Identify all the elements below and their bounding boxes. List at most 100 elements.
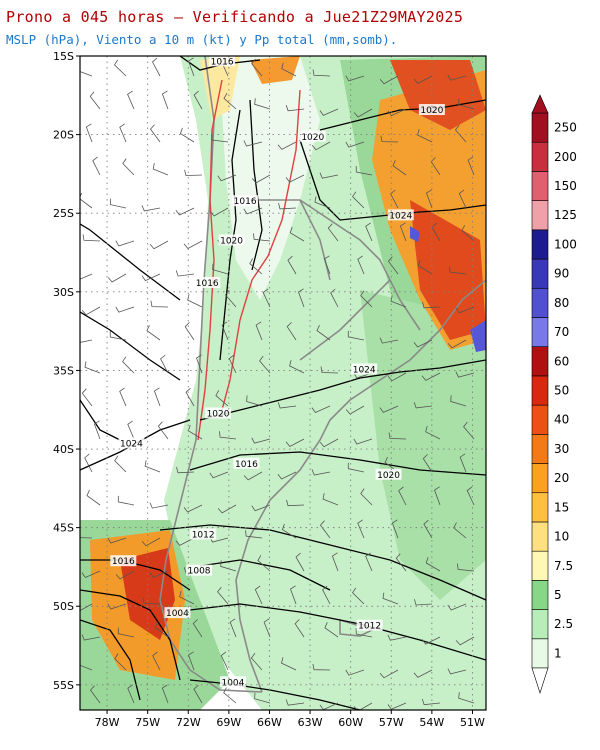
wind-barb [355, 628, 373, 638]
wind-barb [323, 255, 331, 275]
isobar-label: 1016 [112, 557, 135, 567]
wind-barb [184, 169, 203, 177]
wind-barb [127, 684, 135, 704]
wind-barb [387, 634, 407, 641]
wind-barb [353, 108, 373, 118]
wind-barb [224, 289, 237, 308]
wind-barb [281, 62, 297, 77]
wind-barb [357, 519, 365, 539]
colorbar-swatch [531, 171, 549, 201]
coastlines [159, 56, 486, 693]
wind-barb [277, 141, 297, 150]
wind-barb [80, 71, 93, 77]
wind-barb [327, 223, 339, 242]
colorbar-swatch [531, 638, 549, 669]
lat-label: 40S [53, 443, 74, 456]
colorbar-label: 200 [554, 150, 577, 164]
wind-barb [466, 486, 475, 506]
colorbar-label: 60 [554, 354, 569, 368]
wind-barb [243, 471, 263, 481]
wind-barb [463, 421, 475, 440]
wind-barb [107, 537, 127, 544]
wind-barb [115, 306, 135, 313]
wind-barb [319, 520, 331, 539]
wind-barb [245, 530, 263, 539]
wind-barb [251, 504, 271, 512]
lon-label: 69W [216, 716, 241, 729]
wind-barb [360, 290, 373, 308]
wind-barb [220, 560, 237, 572]
wind-barb [289, 226, 305, 242]
map-title: Prono a 045 horas — Verificando a Jue21Z… [6, 8, 464, 26]
wind-barb [387, 256, 399, 275]
isobar-label: 1004 [166, 609, 189, 619]
lon-axis: 78W 75W 72W 69W 66W 63W 60W 57W 54W 51W [95, 710, 485, 729]
wind-barb [447, 339, 467, 349]
wind-barb [417, 129, 433, 143]
wind-barb [422, 301, 441, 309]
wind-barb [345, 669, 365, 676]
wind-barb [277, 402, 297, 409]
wind-barb [93, 420, 101, 440]
wind-barb [324, 622, 339, 638]
wind-barb [217, 586, 229, 605]
wind-barb [188, 57, 195, 77]
wind-barb [149, 570, 169, 578]
wind-barb [430, 157, 441, 176]
wind-barb [413, 402, 433, 409]
isobar-label: 1020 [220, 237, 243, 247]
wind-barb [81, 306, 101, 316]
wind-barb [185, 387, 195, 407]
wind-barb [81, 570, 101, 578]
wind-barb [119, 123, 127, 143]
wind-barb [281, 523, 297, 539]
wind-barb [449, 266, 467, 275]
wind-barb [345, 141, 365, 148]
lat-label: 15S [53, 50, 74, 63]
wind-barb [447, 74, 467, 81]
wind-barb [217, 504, 237, 514]
wind-barb [290, 585, 297, 605]
wind-barb [345, 405, 365, 415]
wind-barb [254, 98, 271, 110]
wind-barb [322, 493, 339, 506]
isobar-label: 1016 [234, 197, 257, 207]
wind-barb [217, 174, 237, 182]
wind-barb [421, 698, 441, 706]
wind-barb [413, 669, 433, 678]
wind-barb [179, 590, 195, 605]
wind-barb [196, 354, 203, 374]
isobar-label: 1024 [120, 439, 143, 449]
wind-barb [80, 192, 93, 209]
lon-label: 57W [379, 716, 404, 729]
wind-barb [312, 663, 331, 671]
wind-barb [161, 684, 169, 704]
wind-barb [250, 652, 263, 671]
wind-barb [387, 372, 407, 382]
precip-shading [80, 56, 486, 710]
topography-contours [197, 79, 301, 441]
map-subtitle: MSLP (hPa), Viento a 10 m (kt) y Pp tota… [6, 32, 398, 47]
wind-barb [352, 191, 365, 209]
colorbar-label: 20 [554, 471, 569, 485]
wind-barb [379, 405, 399, 413]
wind-barb [294, 619, 305, 638]
lat-label: 35S [53, 364, 74, 377]
wind-barb [461, 225, 475, 242]
wind-barb [251, 58, 263, 77]
wind-barb [142, 597, 161, 605]
wind-barb [413, 339, 433, 348]
isobar-labels: 1016 1020 1020 1016 1024 1020 1016 1024 1020 1024… [110, 56, 445, 688]
colorbar-swatch [531, 200, 549, 231]
wind-barb [365, 222, 373, 242]
wind-barb [115, 240, 135, 247]
wind-barb [391, 519, 399, 539]
wind-barb [311, 469, 331, 476]
wind-barb [211, 133, 229, 143]
wind-barb [80, 339, 93, 343]
wind-barb [285, 104, 305, 112]
wind-barb [150, 300, 169, 308]
wind-barb [254, 585, 263, 605]
wind-barb [357, 255, 365, 275]
wind-barb [219, 431, 237, 440]
